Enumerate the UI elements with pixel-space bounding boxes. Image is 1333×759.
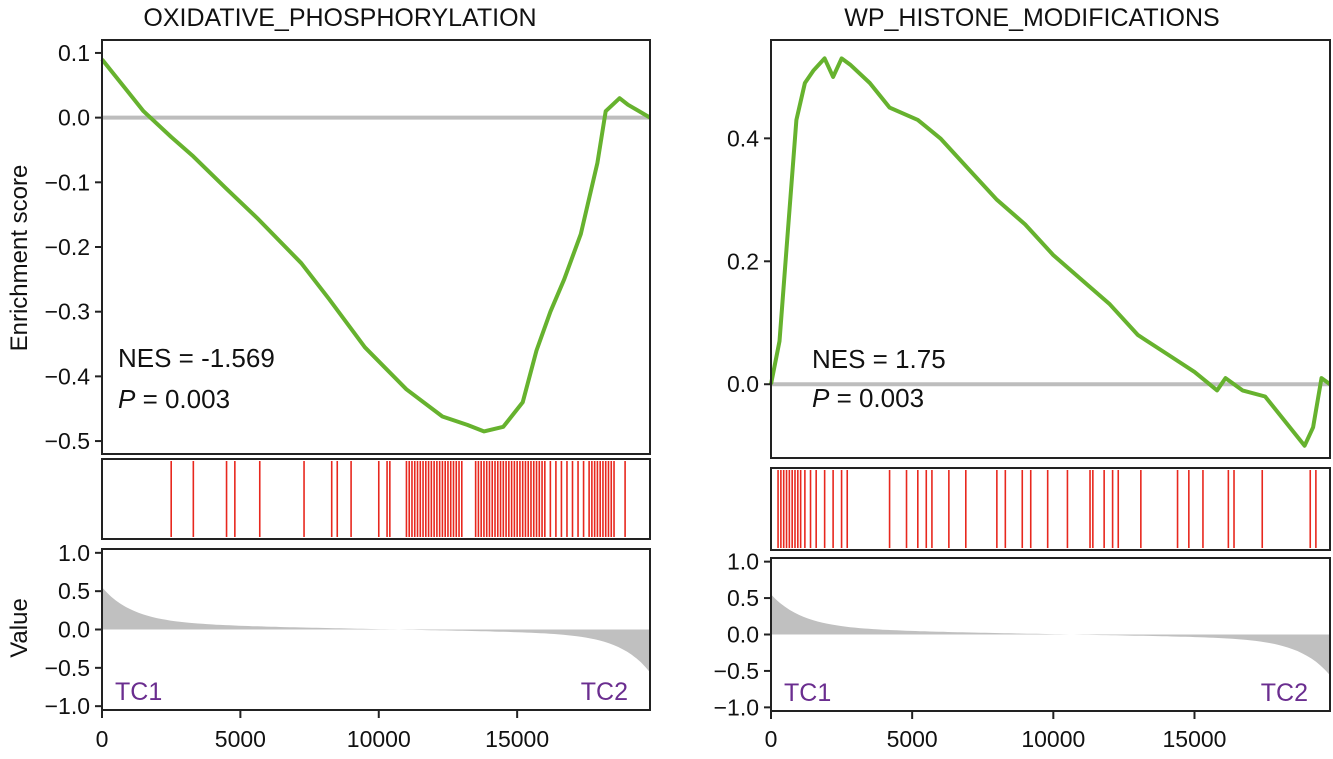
p-value: = 0.003 <box>829 383 924 413</box>
gsea-panel-oxidative-phosphorylation: OXIDATIVE_PHOSPHORYLATION 0.1 0.0 −0.1 −0.2 −… <box>45 4 652 752</box>
es-y-tick-label: 0.2 <box>727 248 759 274</box>
metric-y-tick-label: 0.0 <box>58 617 90 643</box>
es-y-tick-label: 0.0 <box>58 105 90 131</box>
nes-annotation: NES = 1.75 <box>812 344 946 374</box>
ranked-metric-area <box>102 587 650 673</box>
p-value-annotation: P = 0.003 <box>118 384 230 414</box>
panel-title: WP_HISTONE_MODIFICATIONS <box>844 4 1220 32</box>
metric-y-tick-label: 0.5 <box>58 578 90 604</box>
x-tick-label: 10000 <box>1021 726 1085 752</box>
group-label-right: TC2 <box>1261 679 1308 707</box>
es-y-tick-label: 0.4 <box>727 125 759 151</box>
group-label-left: TC1 <box>784 679 831 707</box>
y-axis-label-enrichment: Enrichment score <box>6 165 33 352</box>
x-tick-label: 5000 <box>215 726 266 752</box>
p-value-annotation: P = 0.003 <box>812 383 924 413</box>
gsea-panel-histone-modifications: WP_HISTONE_MODIFICATIONS 0.4 0.2 0.0 1.0 0.5 0… <box>714 4 1332 752</box>
es-y-tick-label: 0.0 <box>727 371 759 397</box>
es-y-tick-label: −0.1 <box>45 169 90 195</box>
p-label: P <box>118 384 136 414</box>
nes-annotation: NES = -1.569 <box>118 343 275 373</box>
ranked-metric-area <box>771 594 1330 676</box>
x-tick-label: 0 <box>765 726 778 752</box>
metric-y-tick-label: 1.0 <box>58 540 90 566</box>
x-tick-label: 5000 <box>887 726 938 752</box>
metric-y-tick-label: 0.0 <box>727 622 759 648</box>
metric-y-tick-label: 0.5 <box>727 585 759 611</box>
panel-title: OXIDATIVE_PHOSPHORYLATION <box>143 4 536 32</box>
metric-y-tick-label: 1.0 <box>727 549 759 575</box>
group-label-right: TC2 <box>581 678 628 706</box>
hits-frame <box>770 467 1331 551</box>
hits-frame <box>101 458 651 540</box>
metric-y-tick-label: −0.5 <box>714 658 759 684</box>
es-y-tick-label: −0.2 <box>45 234 90 260</box>
x-tick-label: 0 <box>96 726 109 752</box>
metric-y-tick-label: −1.0 <box>714 694 759 720</box>
x-tick-label: 15000 <box>1163 726 1227 752</box>
es-y-tick-label: −0.3 <box>45 299 90 325</box>
es-y-tick-label: −0.4 <box>45 363 91 389</box>
es-curve <box>769 56 1332 448</box>
metric-y-tick-label: −1.0 <box>45 693 90 719</box>
group-label-left: TC1 <box>115 678 162 706</box>
p-label: P <box>812 383 830 413</box>
es-y-tick-label: 0.1 <box>58 40 90 66</box>
p-value: = 0.003 <box>135 384 230 414</box>
es-y-tick-label: −0.5 <box>45 428 90 454</box>
x-tick-label: 10000 <box>347 726 411 752</box>
es-curve <box>100 58 652 434</box>
metric-y-tick-label: −0.5 <box>45 655 90 681</box>
es-plot-frame <box>770 39 1331 459</box>
y-axis-label-metric: Value <box>6 598 33 658</box>
x-tick-label: 15000 <box>485 726 549 752</box>
